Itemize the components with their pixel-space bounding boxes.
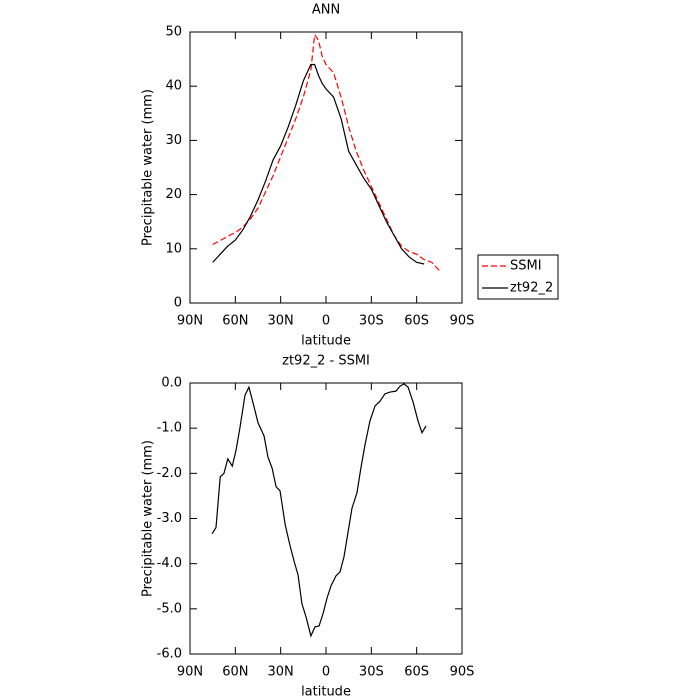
y-tick-label: 20 <box>165 187 182 202</box>
y-tick-label: -4.0 <box>157 556 182 571</box>
x-tick-label: 90S <box>450 314 475 329</box>
x-tick-label: 90N <box>177 665 203 680</box>
y-tick-label: -5.0 <box>157 601 182 616</box>
x-tick-label: 90N <box>177 314 203 329</box>
series-line <box>211 383 427 638</box>
y-tick-label: 50 <box>165 25 182 40</box>
y-tick-label: 0.0 <box>161 376 182 391</box>
series-line <box>212 33 440 271</box>
y-tick-label: 40 <box>165 79 182 94</box>
legend-box <box>477 254 559 300</box>
y-tick-label: 10 <box>165 241 182 256</box>
plot-frame <box>189 31 463 304</box>
series-line <box>212 63 425 265</box>
x-tick-label: 30S <box>359 314 384 329</box>
chart-title: zt92_2 - SSMI <box>282 354 370 369</box>
x-tick-label: 0 <box>322 314 330 329</box>
y-tick-label: -3.0 <box>157 511 182 526</box>
y-tick-label: -6.0 <box>157 647 182 662</box>
plot-frame <box>189 382 463 655</box>
x-tick-label: 60S <box>404 314 429 329</box>
y-tick-label: -2.0 <box>157 466 182 481</box>
y-tick-label: 0 <box>174 296 182 311</box>
x-tick-label: 0 <box>322 665 330 680</box>
y-axis-label: Precipitable water (mm) <box>141 89 156 246</box>
x-tick-label: 60N <box>222 314 248 329</box>
y-tick-label: -1.0 <box>157 421 182 436</box>
x-tick-label: 60N <box>222 665 248 680</box>
x-axis-label: latitude <box>301 685 351 700</box>
chart-title: ANN <box>312 3 340 18</box>
x-tick-label: 60S <box>404 665 429 680</box>
legend-label: SSMI <box>510 259 542 274</box>
legend-label: zt92_2 <box>510 281 553 296</box>
x-axis-label: latitude <box>301 334 351 349</box>
x-tick-label: 90S <box>450 665 475 680</box>
y-axis-label: Precipitable water (mm) <box>141 440 156 597</box>
x-tick-label: 30N <box>268 314 294 329</box>
y-tick-label: 30 <box>165 133 182 148</box>
x-tick-label: 30N <box>268 665 294 680</box>
x-tick-label: 30S <box>359 665 384 680</box>
